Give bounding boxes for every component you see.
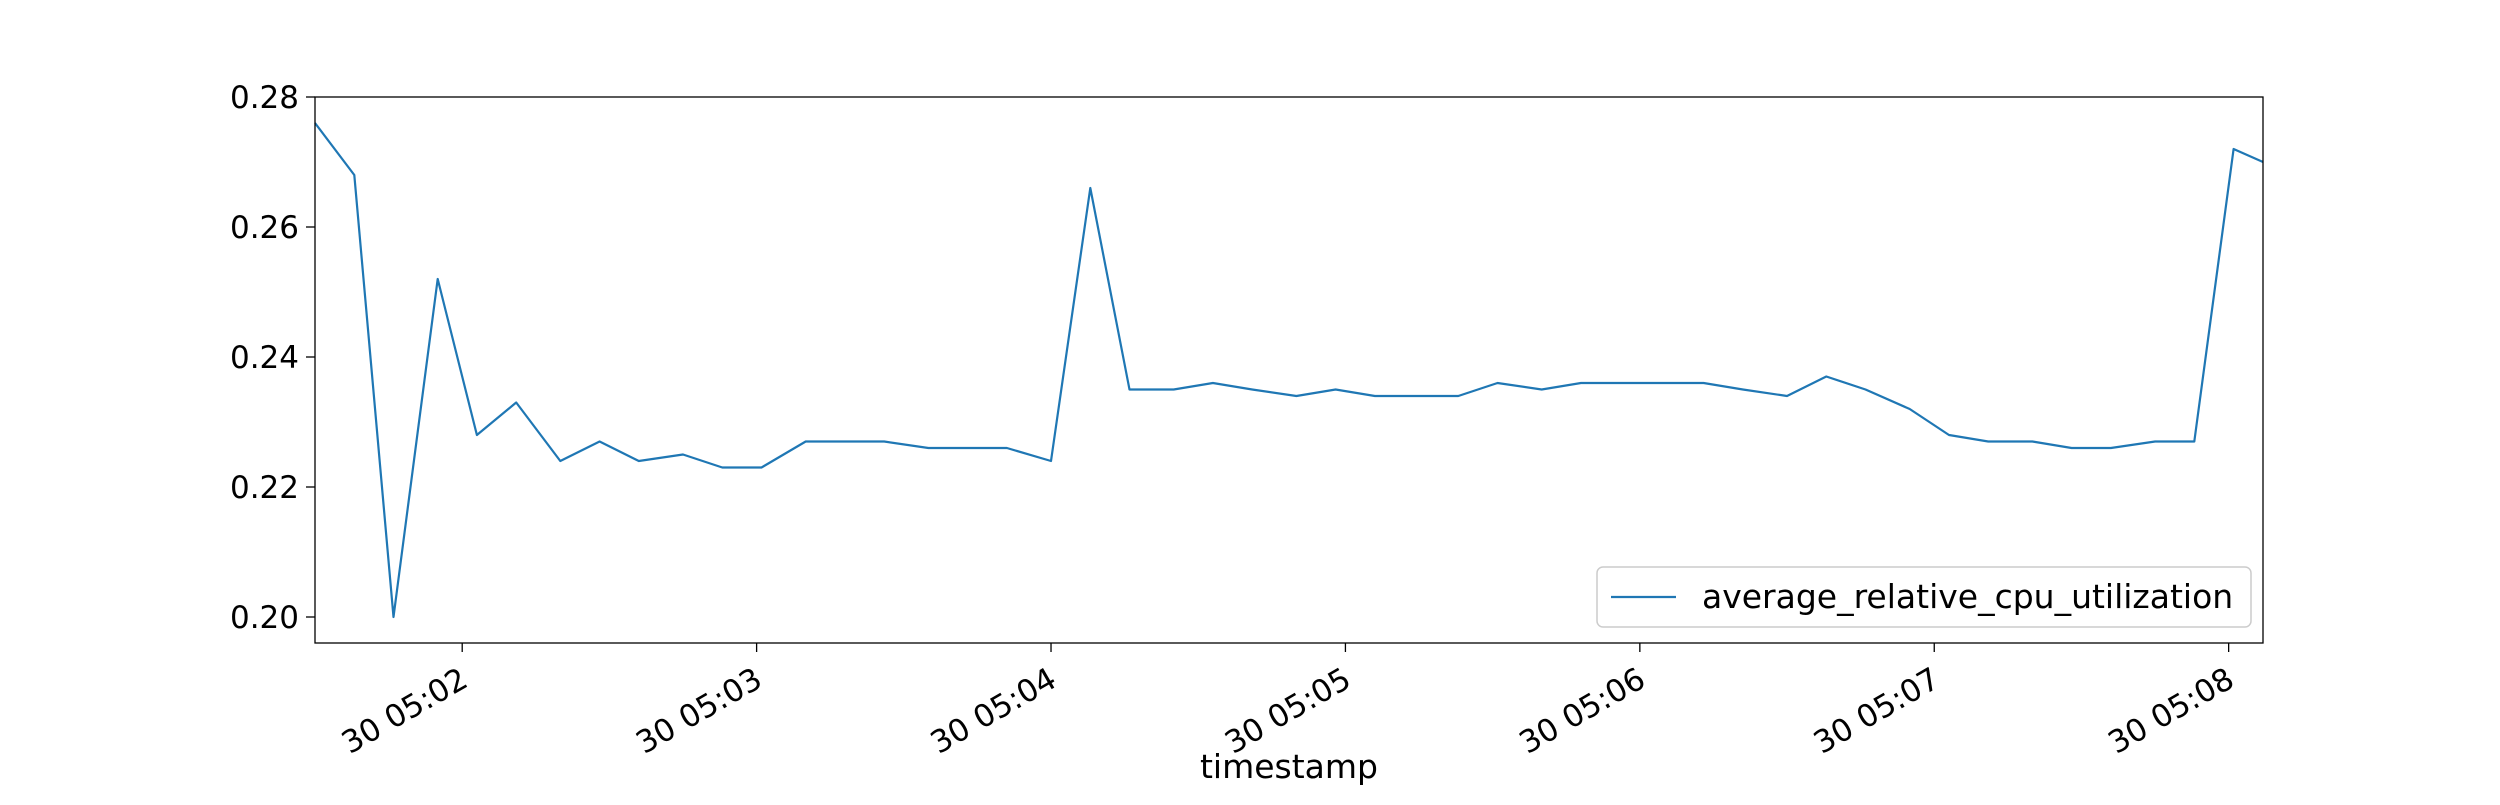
legend-label: average_relative_cpu_utilization bbox=[1702, 577, 2233, 616]
x-tick-label: 30 05:08 bbox=[2102, 661, 2240, 761]
y-tick-label: 0.28 bbox=[230, 80, 299, 116]
x-tick-label: 30 05:02 bbox=[336, 661, 474, 761]
y-tick-label: 0.22 bbox=[230, 470, 299, 506]
legend-box bbox=[1596, 566, 2252, 628]
x-axis: 30 05:02 30 05:03 30 05:04 30 05:05 30 05:06… bbox=[336, 643, 2240, 761]
x-tick-label: 30 05:04 bbox=[925, 661, 1063, 761]
x-tick-label: 30 05:06 bbox=[1513, 661, 1651, 761]
y-tick-label: 0.24 bbox=[230, 340, 299, 376]
y-axis: 0.20 0.22 0.24 0.26 0.28 bbox=[230, 80, 315, 636]
y-tick-label: 0.26 bbox=[230, 210, 299, 246]
x-axis-label: timestamp bbox=[1200, 747, 1378, 786]
plot-frame bbox=[314, 96, 2264, 644]
y-tick-label: 0.20 bbox=[230, 600, 299, 636]
series-line-0 bbox=[314, 122, 2264, 619]
legend: average_relative_cpu_utilization bbox=[1596, 566, 2252, 628]
plot-area bbox=[314, 96, 2264, 644]
x-tick-label: 30 05:07 bbox=[1808, 661, 1946, 761]
x-tick-label: 30 05:03 bbox=[630, 661, 768, 761]
